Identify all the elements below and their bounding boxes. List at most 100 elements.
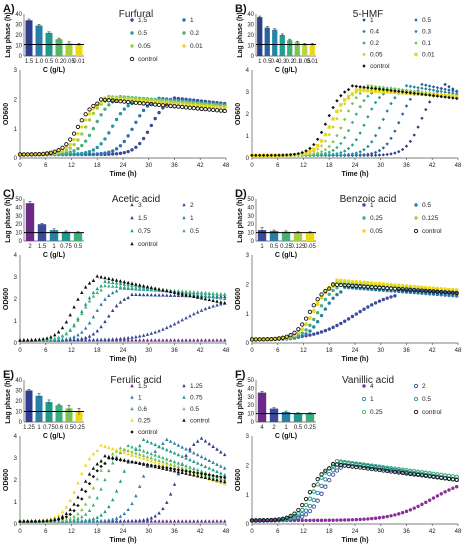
data-point <box>107 150 111 154</box>
data-point <box>141 101 146 106</box>
data-point <box>381 285 386 291</box>
data-point <box>114 448 119 452</box>
data-point <box>180 338 184 342</box>
data-point <box>423 473 428 479</box>
data-point <box>180 466 184 470</box>
data-point <box>118 514 123 518</box>
data-point <box>319 330 324 334</box>
bar-x-tick: 1.0 <box>35 59 44 65</box>
data-point <box>303 508 309 513</box>
data-point <box>180 470 184 475</box>
bar-x-label: C (g/L) <box>275 67 297 74</box>
data-point <box>254 518 258 523</box>
data-point <box>404 471 409 476</box>
data-point <box>111 451 115 456</box>
data-point <box>111 446 115 451</box>
bar <box>294 42 300 56</box>
data-point <box>354 88 358 92</box>
series <box>18 301 227 342</box>
data-point <box>172 519 177 523</box>
data-point <box>346 152 351 157</box>
chart-title: Ferulic acid <box>110 375 161 386</box>
data-point <box>80 336 84 341</box>
data-point <box>91 451 96 456</box>
data-point <box>331 296 335 300</box>
legend-marker <box>362 18 366 22</box>
data-point <box>87 508 92 512</box>
data-point <box>343 102 347 106</box>
legend-entry: 0.5 <box>422 396 431 403</box>
data-point <box>149 451 154 456</box>
data-point <box>439 89 443 94</box>
data-point <box>215 295 219 300</box>
data-point <box>319 472 324 477</box>
x-tick-label: 12 <box>68 348 75 354</box>
data-point <box>56 148 61 153</box>
data-point <box>431 85 436 89</box>
x-tick-label: 24 <box>120 529 127 535</box>
data-point <box>187 105 193 110</box>
data-point <box>427 474 432 479</box>
data-point <box>203 306 208 311</box>
data-point <box>141 462 146 466</box>
data-point <box>335 323 339 328</box>
data-point <box>111 337 115 341</box>
data-point <box>114 336 119 341</box>
legend-marker <box>414 203 418 207</box>
series <box>250 285 459 342</box>
data-point <box>207 473 211 477</box>
x-tick-label: 36 <box>403 163 410 169</box>
data-point <box>412 85 416 89</box>
bar-x-label: C (g/L) <box>275 252 297 259</box>
data-point <box>203 296 208 301</box>
data-point <box>41 336 45 341</box>
data-point <box>99 468 103 472</box>
data-point <box>400 287 405 292</box>
data-point <box>455 294 459 298</box>
data-point <box>385 109 389 113</box>
data-point <box>141 456 146 460</box>
data-point <box>134 493 138 498</box>
y-tick-label: 1 <box>14 127 18 133</box>
data-point <box>366 89 370 93</box>
data-point <box>22 338 26 342</box>
data-point <box>95 274 99 278</box>
data-point <box>331 140 335 144</box>
data-point <box>68 507 72 512</box>
data-point <box>377 85 382 89</box>
data-point <box>91 519 96 523</box>
data-point <box>253 337 259 342</box>
bar <box>35 395 43 422</box>
data-point <box>211 298 215 302</box>
data-point <box>83 502 88 506</box>
data-point <box>95 119 99 124</box>
bar <box>302 44 308 56</box>
data-point <box>362 98 366 103</box>
bar <box>269 408 279 422</box>
data-point <box>335 133 339 138</box>
data-point <box>107 293 111 297</box>
data-point <box>222 108 227 114</box>
data-point <box>435 475 440 480</box>
data-point <box>103 461 107 466</box>
bar-x-tick: 1 <box>284 425 288 431</box>
data-point <box>373 301 378 305</box>
x-tick-label: 42 <box>197 348 204 354</box>
data-point <box>377 467 382 473</box>
data-point <box>68 518 72 522</box>
series <box>249 461 459 523</box>
data-point <box>149 519 154 523</box>
data-point <box>400 470 405 476</box>
data-point <box>126 335 130 340</box>
data-point <box>141 338 146 342</box>
bar-y-tick: 30 <box>247 395 254 401</box>
data-point <box>118 284 123 289</box>
data-point <box>319 475 324 480</box>
data-point <box>354 279 358 284</box>
legend: 4 21 0.50.25 control <box>361 383 442 416</box>
data-point <box>389 282 393 287</box>
data-point <box>72 514 76 518</box>
data-point <box>145 439 150 443</box>
